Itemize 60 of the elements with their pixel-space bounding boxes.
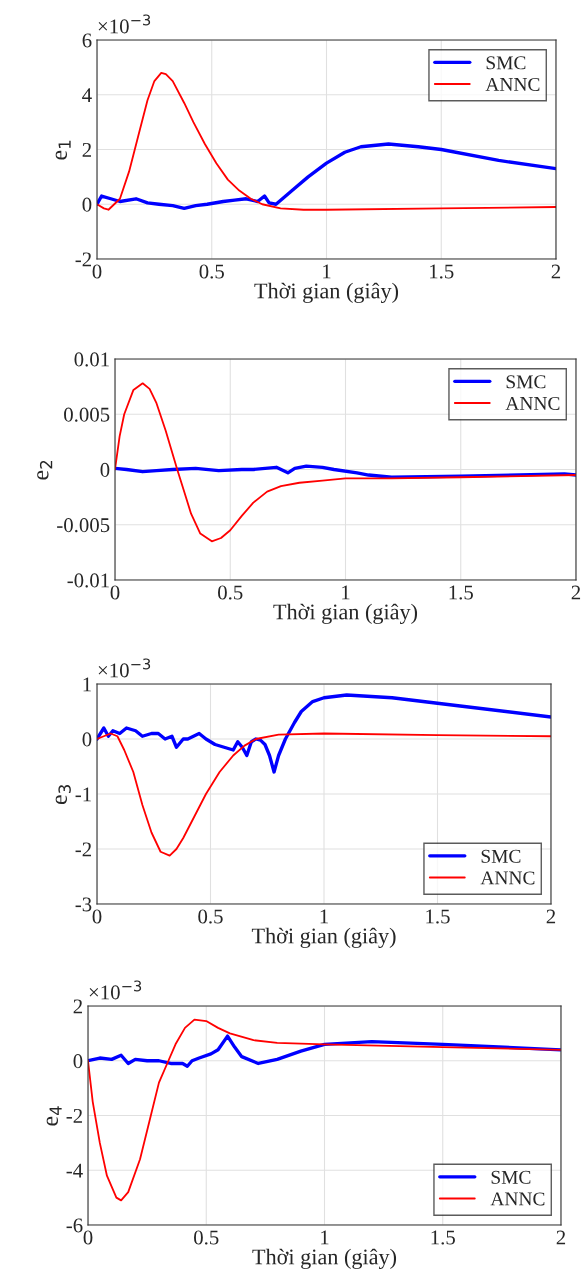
text: ×10$^{−3}$	[98, 658, 151, 678]
y-tick-label: 2	[73, 999, 82, 1014]
legend-label: SMC	[506, 375, 546, 389]
x-tick-label: 1	[342, 585, 350, 600]
y-tick-label: 0	[100, 462, 110, 477]
x-tick-label: 0.5	[218, 585, 243, 600]
y-tick-label: 6	[82, 33, 92, 48]
y-tick-label: 0	[82, 197, 92, 212]
line-series	[88, 1034, 561, 1068]
y-tick-label: -0.005	[57, 518, 110, 533]
x-tick-label: 1	[323, 264, 331, 279]
legend-label: ANNC	[480, 871, 535, 885]
x-tick-label: 1	[321, 1230, 329, 1245]
line-series	[97, 693, 551, 774]
x-tick-label: 2	[551, 264, 561, 279]
legend-label: SMC	[481, 849, 521, 863]
x-tick-label: 2	[571, 585, 581, 600]
x-tick-label: 1.5	[449, 585, 473, 600]
x-axis-title: Thời gian (giây)	[251, 927, 396, 949]
x-tick-label: 1.5	[430, 264, 454, 279]
x-axis-title: Thời gian (giây)	[273, 603, 418, 625]
x-tick-label: 0.5	[194, 1230, 219, 1245]
y-tick-label: -2	[75, 842, 91, 857]
x-tick-label: 0	[110, 585, 120, 600]
legend-label: SMC	[491, 1170, 531, 1184]
legend-label: SMC	[486, 56, 526, 70]
text: ×10$^{−3}$	[98, 14, 151, 34]
y-tick-label: 4	[82, 88, 92, 102]
y-tick-label: 0	[82, 732, 92, 747]
y-tick-label: -2	[75, 252, 91, 267]
x-tick-label: 0.5	[199, 264, 224, 279]
legend-label: ANNC	[505, 396, 560, 410]
x-tick-label: 2	[546, 909, 556, 924]
y-tick-label: -0.01	[67, 573, 109, 588]
y-tick-label: 0	[73, 1054, 83, 1069]
y-axis-title: e$_{4}$	[46, 1106, 62, 1126]
y-tick-label: 1	[83, 677, 91, 692]
x-tick-label: 1	[320, 909, 328, 924]
y-tick-label: -2	[66, 1108, 82, 1123]
legend-label: ANNC	[490, 1192, 545, 1206]
y-tick-label: 2	[82, 142, 91, 157]
x-tick-label: 1.5	[431, 1230, 455, 1245]
y-tick-label: -6	[66, 1218, 83, 1233]
x-axis-title: Thời gian (giây)	[254, 282, 399, 304]
y-axis-title: e$_{3}$	[55, 785, 71, 805]
text: ×10$^{−3}$	[89, 980, 142, 1000]
y-tick-label: 0.01	[74, 352, 109, 367]
y-tick-label: -3	[75, 897, 92, 912]
x-tick-label: 1.5	[426, 909, 450, 924]
y-tick-label: 0.005	[64, 407, 110, 422]
y-axis-title: e$_{1}$	[55, 140, 71, 160]
x-tick-label: 2	[556, 1230, 566, 1245]
y-axis-title: e$_{2}$	[37, 460, 53, 480]
legend-label: ANNC	[485, 77, 540, 91]
y-tick-label: -1	[75, 787, 91, 802]
line-series	[97, 71, 556, 211]
x-axis-title: Thời gian (giây)	[252, 1248, 397, 1270]
line-series	[97, 142, 556, 211]
x-tick-label: 0.5	[198, 909, 223, 924]
y-tick-label: -4	[66, 1163, 83, 1178]
